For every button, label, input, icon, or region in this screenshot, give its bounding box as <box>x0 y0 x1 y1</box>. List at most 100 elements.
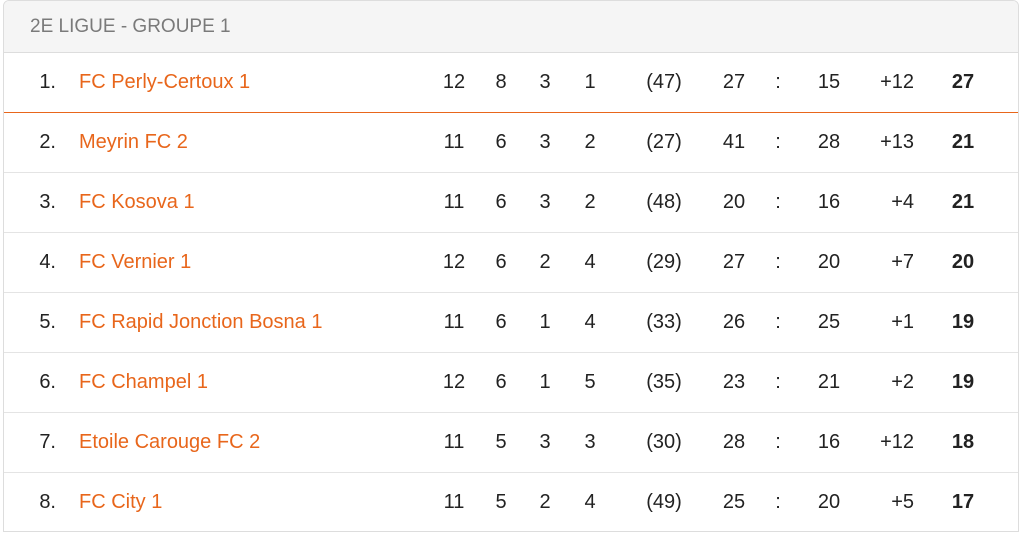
goal-separator: : <box>775 491 781 513</box>
standing-row: 8. FC City 1 11 5 2 4 (49) 25: 20 +5 17 <box>4 473 1018 531</box>
rank: 3. <box>39 191 56 213</box>
goals-against: 20 <box>817 491 841 513</box>
goals-against: 25 <box>817 311 841 333</box>
wins: 6 <box>495 371 507 393</box>
fair-play: (49) <box>646 491 682 513</box>
rank: 1. <box>39 71 56 93</box>
points: 21 <box>951 131 975 153</box>
draws: 1 <box>539 311 551 333</box>
standing-row: 3. FC Kosova 1 11 6 3 2 (48) 20: 16 +4 21 <box>4 173 1018 233</box>
goal-difference: +12 <box>880 71 914 93</box>
losses: 4 <box>584 491 596 513</box>
played: 11 <box>443 311 465 333</box>
points: 19 <box>951 371 975 393</box>
losses: 4 <box>584 251 596 273</box>
losses: 5 <box>584 371 596 393</box>
standings-card: 2E LIGUE - GROUPE 1 1. FC Perly-Certoux 1… <box>3 0 1019 532</box>
goals-against: 21 <box>817 371 841 393</box>
goals-for: 41 <box>722 131 746 153</box>
played: 11 <box>443 191 465 213</box>
goals-against: 16 <box>817 431 841 453</box>
losses: 4 <box>584 311 596 333</box>
wins: 8 <box>495 71 507 93</box>
goal-separator: : <box>775 371 781 393</box>
played: 11 <box>443 131 465 153</box>
losses: 2 <box>584 191 596 213</box>
played: 12 <box>442 251 466 273</box>
team-name[interactable]: FC Kosova 1 <box>79 191 195 213</box>
goal-difference: +2 <box>891 371 914 393</box>
standing-row: 1. FC Perly-Certoux 1 12 8 3 1 (47) 27: 15 +12 27 <box>4 53 1018 113</box>
wins: 5 <box>495 431 507 453</box>
standing-row: 5. FC Rapid Jonction Bosna 1 11 6 1 4 (33) 26: 2… <box>4 293 1018 353</box>
points: 18 <box>951 431 975 453</box>
points: 19 <box>951 311 975 333</box>
group-title: 2E LIGUE - GROUPE 1 <box>30 16 231 37</box>
goals-for: 25 <box>722 491 746 513</box>
team-name[interactable]: FC Vernier 1 <box>79 251 192 273</box>
wins: 6 <box>495 251 507 273</box>
draws: 1 <box>539 371 551 393</box>
draws: 3 <box>539 431 551 453</box>
table-header: 2E LIGUE - GROUPE 1 <box>4 1 1018 53</box>
fair-play: (48) <box>646 191 682 213</box>
fair-play: (33) <box>646 311 682 333</box>
goal-separator: : <box>775 251 781 273</box>
fair-play: (29) <box>646 251 682 273</box>
losses: 3 <box>584 431 596 453</box>
goal-difference: +7 <box>891 251 914 273</box>
goal-difference: +4 <box>891 191 914 213</box>
points: 20 <box>951 251 975 273</box>
goal-difference: +13 <box>880 131 914 153</box>
team-name[interactable]: FC City 1 <box>79 491 163 513</box>
goal-difference: +5 <box>891 491 914 513</box>
rank: 4. <box>39 251 56 273</box>
goals-for: 26 <box>722 311 746 333</box>
goals-against: 20 <box>817 251 841 273</box>
goals-for: 27 <box>722 71 746 93</box>
goal-separator: : <box>775 431 781 453</box>
draws: 3 <box>539 131 551 153</box>
played: 12 <box>442 371 466 393</box>
draws: 2 <box>539 491 551 513</box>
goals-for: 27 <box>722 251 746 273</box>
wins: 6 <box>495 131 507 153</box>
goal-difference: +1 <box>891 311 914 333</box>
draws: 3 <box>539 71 551 93</box>
rank: 7. <box>39 431 56 453</box>
standing-row: 4. FC Vernier 1 12 6 2 4 (29) 27: 20 +7 20 <box>4 233 1018 293</box>
team-name[interactable]: Etoile Carouge FC 2 <box>79 431 261 453</box>
played: 11 <box>443 431 465 453</box>
team-name[interactable]: FC Perly-Certoux 1 <box>79 71 251 93</box>
wins: 6 <box>495 311 507 333</box>
fair-play: (35) <box>646 371 682 393</box>
standing-row: 2. Meyrin FC 2 11 6 3 2 (27) 41: 28 +13 21 <box>4 113 1018 173</box>
draws: 2 <box>539 251 551 273</box>
team-name[interactable]: Meyrin FC 2 <box>79 131 188 153</box>
fair-play: (27) <box>646 131 682 153</box>
rank: 6. <box>39 371 56 393</box>
team-name[interactable]: FC Champel 1 <box>79 371 208 393</box>
goals-for: 28 <box>722 431 746 453</box>
rank: 8. <box>39 491 56 513</box>
goals-against: 16 <box>817 191 841 213</box>
goals-for: 20 <box>722 191 746 213</box>
goal-separator: : <box>775 71 781 93</box>
rank: 5. <box>39 311 56 333</box>
wins: 6 <box>495 191 507 213</box>
team-name[interactable]: FC Rapid Jonction Bosna 1 <box>79 311 323 333</box>
played: 12 <box>442 71 466 93</box>
goals-against: 15 <box>817 71 841 93</box>
wins: 5 <box>495 491 507 513</box>
points: 27 <box>951 71 975 93</box>
goals-for: 23 <box>722 371 746 393</box>
played: 11 <box>443 491 465 513</box>
losses: 2 <box>584 131 596 153</box>
goal-separator: : <box>775 131 781 153</box>
goal-separator: : <box>775 311 781 333</box>
goals-against: 28 <box>817 131 841 153</box>
fair-play: (47) <box>646 71 682 93</box>
standing-row: 6. FC Champel 1 12 6 1 5 (35) 23: 21 +2 19 <box>4 353 1018 413</box>
points: 21 <box>951 191 975 213</box>
rank: 2. <box>39 131 56 153</box>
